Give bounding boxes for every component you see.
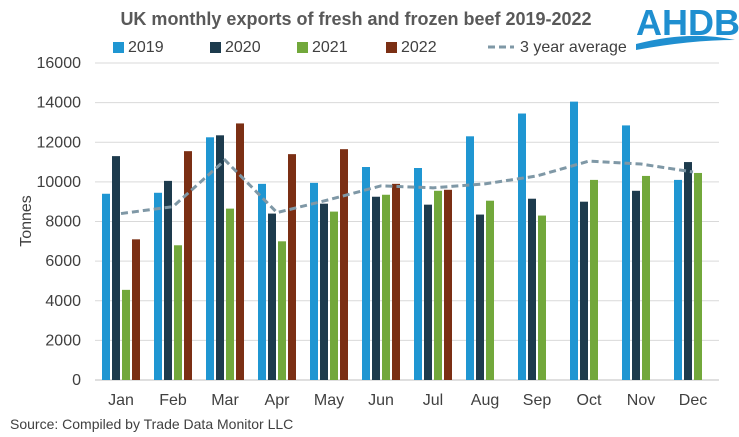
legend-label: 2019 — [128, 39, 164, 56]
x-tick-label: Dec — [679, 392, 707, 409]
y-axis-ticks: 0 2000 4000 6000 8000 10000 12000 14000 16000 — [37, 55, 82, 389]
bar-2019-jan — [102, 193, 110, 380]
legend-swatch — [113, 42, 124, 53]
legend-label: 2020 — [225, 39, 261, 56]
y-tick-label: 10000 — [37, 174, 82, 191]
bars — [102, 101, 702, 381]
bar-2020-nov — [632, 190, 640, 380]
chart-title: UK monthly exports of fresh and frozen b… — [120, 9, 591, 29]
y-tick-label: 16000 — [37, 55, 82, 72]
bar-2021-jan — [122, 289, 130, 380]
y-tick-label: 4000 — [45, 293, 81, 310]
gridlines — [95, 62, 719, 381]
source-note: Source: Compiled by Trade Data Monitor L… — [10, 416, 293, 432]
y-tick-label: 0 — [72, 372, 81, 389]
bar-2019-nov — [622, 125, 630, 380]
bar-2019-jul — [414, 168, 422, 380]
logo-swoosh — [636, 35, 735, 50]
bar-2020-apr — [268, 213, 276, 380]
x-tick-label: Jun — [368, 392, 394, 409]
x-tick-label: Sep — [523, 392, 552, 409]
bar-2020-jul — [424, 204, 432, 380]
average-line — [120, 158, 694, 216]
legend-label: 3 year average — [520, 39, 627, 56]
y-tick-label: 6000 — [45, 253, 81, 270]
y-tick-label: 12000 — [37, 134, 82, 151]
bar-2019-apr — [258, 183, 266, 380]
bar-2022-may — [340, 149, 348, 380]
legend-swatch — [297, 42, 308, 53]
bar-2022-jan — [132, 239, 140, 380]
legend-label: 2021 — [312, 39, 348, 56]
bar-2020-feb — [164, 180, 172, 380]
x-tick-label: Jan — [108, 392, 134, 409]
x-axis-ticks: Jan Feb Mar Apr May Jun Jul Aug Sep Oct Nov Dec — [108, 392, 707, 409]
bar-2020-dec — [684, 162, 692, 380]
bar-2021-sep — [538, 215, 546, 380]
bar-2021-feb — [174, 245, 182, 380]
legend-swatch — [386, 42, 397, 53]
x-tick-label: Oct — [577, 392, 602, 409]
bar-2020-jan — [112, 156, 120, 380]
ahdb-logo: AHDB — [636, 2, 739, 50]
x-tick-label: Apr — [265, 392, 291, 409]
legend-label: 2022 — [401, 39, 437, 56]
x-tick-label: Feb — [159, 392, 187, 409]
bar-2021-mar — [226, 208, 234, 380]
y-axis-label: Tonnes — [18, 195, 35, 247]
x-tick-label: Jul — [423, 392, 443, 409]
x-tick-label: Nov — [627, 392, 655, 409]
bar-2020-mar — [216, 135, 224, 380]
bar-2022-apr — [288, 154, 296, 380]
y-tick-label: 14000 — [37, 95, 82, 112]
bar-2020-sep — [528, 198, 536, 380]
bar-2022-jun — [392, 183, 400, 380]
x-tick-label: Mar — [211, 392, 239, 409]
bar-2019-sep — [518, 113, 526, 380]
bar-2020-jun — [372, 196, 380, 380]
bar-2019-dec — [674, 179, 682, 380]
bar-2022-feb — [184, 151, 192, 380]
series-line-3-year-average — [120, 158, 694, 216]
bar-2019-mar — [206, 137, 214, 380]
y-tick-label: 8000 — [45, 214, 81, 231]
bar-2022-jul — [444, 189, 452, 380]
bar-2019-oct — [570, 101, 578, 381]
bar-2021-jul — [434, 190, 442, 380]
bar-2019-aug — [466, 136, 474, 380]
legend-swatch — [210, 42, 221, 53]
bar-2020-aug — [476, 214, 484, 380]
bar-2021-jun — [382, 194, 390, 380]
bar-2022-mar — [236, 123, 244, 380]
legend: 2019 2020 2021 2022 3 year average — [113, 39, 627, 56]
bar-2021-oct — [590, 179, 598, 380]
bar-2021-dec — [694, 172, 702, 380]
bar-2021-nov — [642, 175, 650, 380]
x-tick-label: Aug — [471, 392, 499, 409]
bar-2020-may — [320, 203, 328, 380]
x-tick-label: May — [314, 392, 344, 409]
bar-2019-may — [310, 182, 318, 380]
y-tick-label: 2000 — [45, 332, 81, 349]
bar-2019-jun — [362, 167, 370, 380]
bar-2019-feb — [154, 192, 162, 380]
bar-2021-may — [330, 211, 338, 380]
bar-2020-oct — [580, 201, 588, 380]
bar-2021-aug — [486, 200, 494, 380]
bar-2021-apr — [278, 241, 286, 380]
